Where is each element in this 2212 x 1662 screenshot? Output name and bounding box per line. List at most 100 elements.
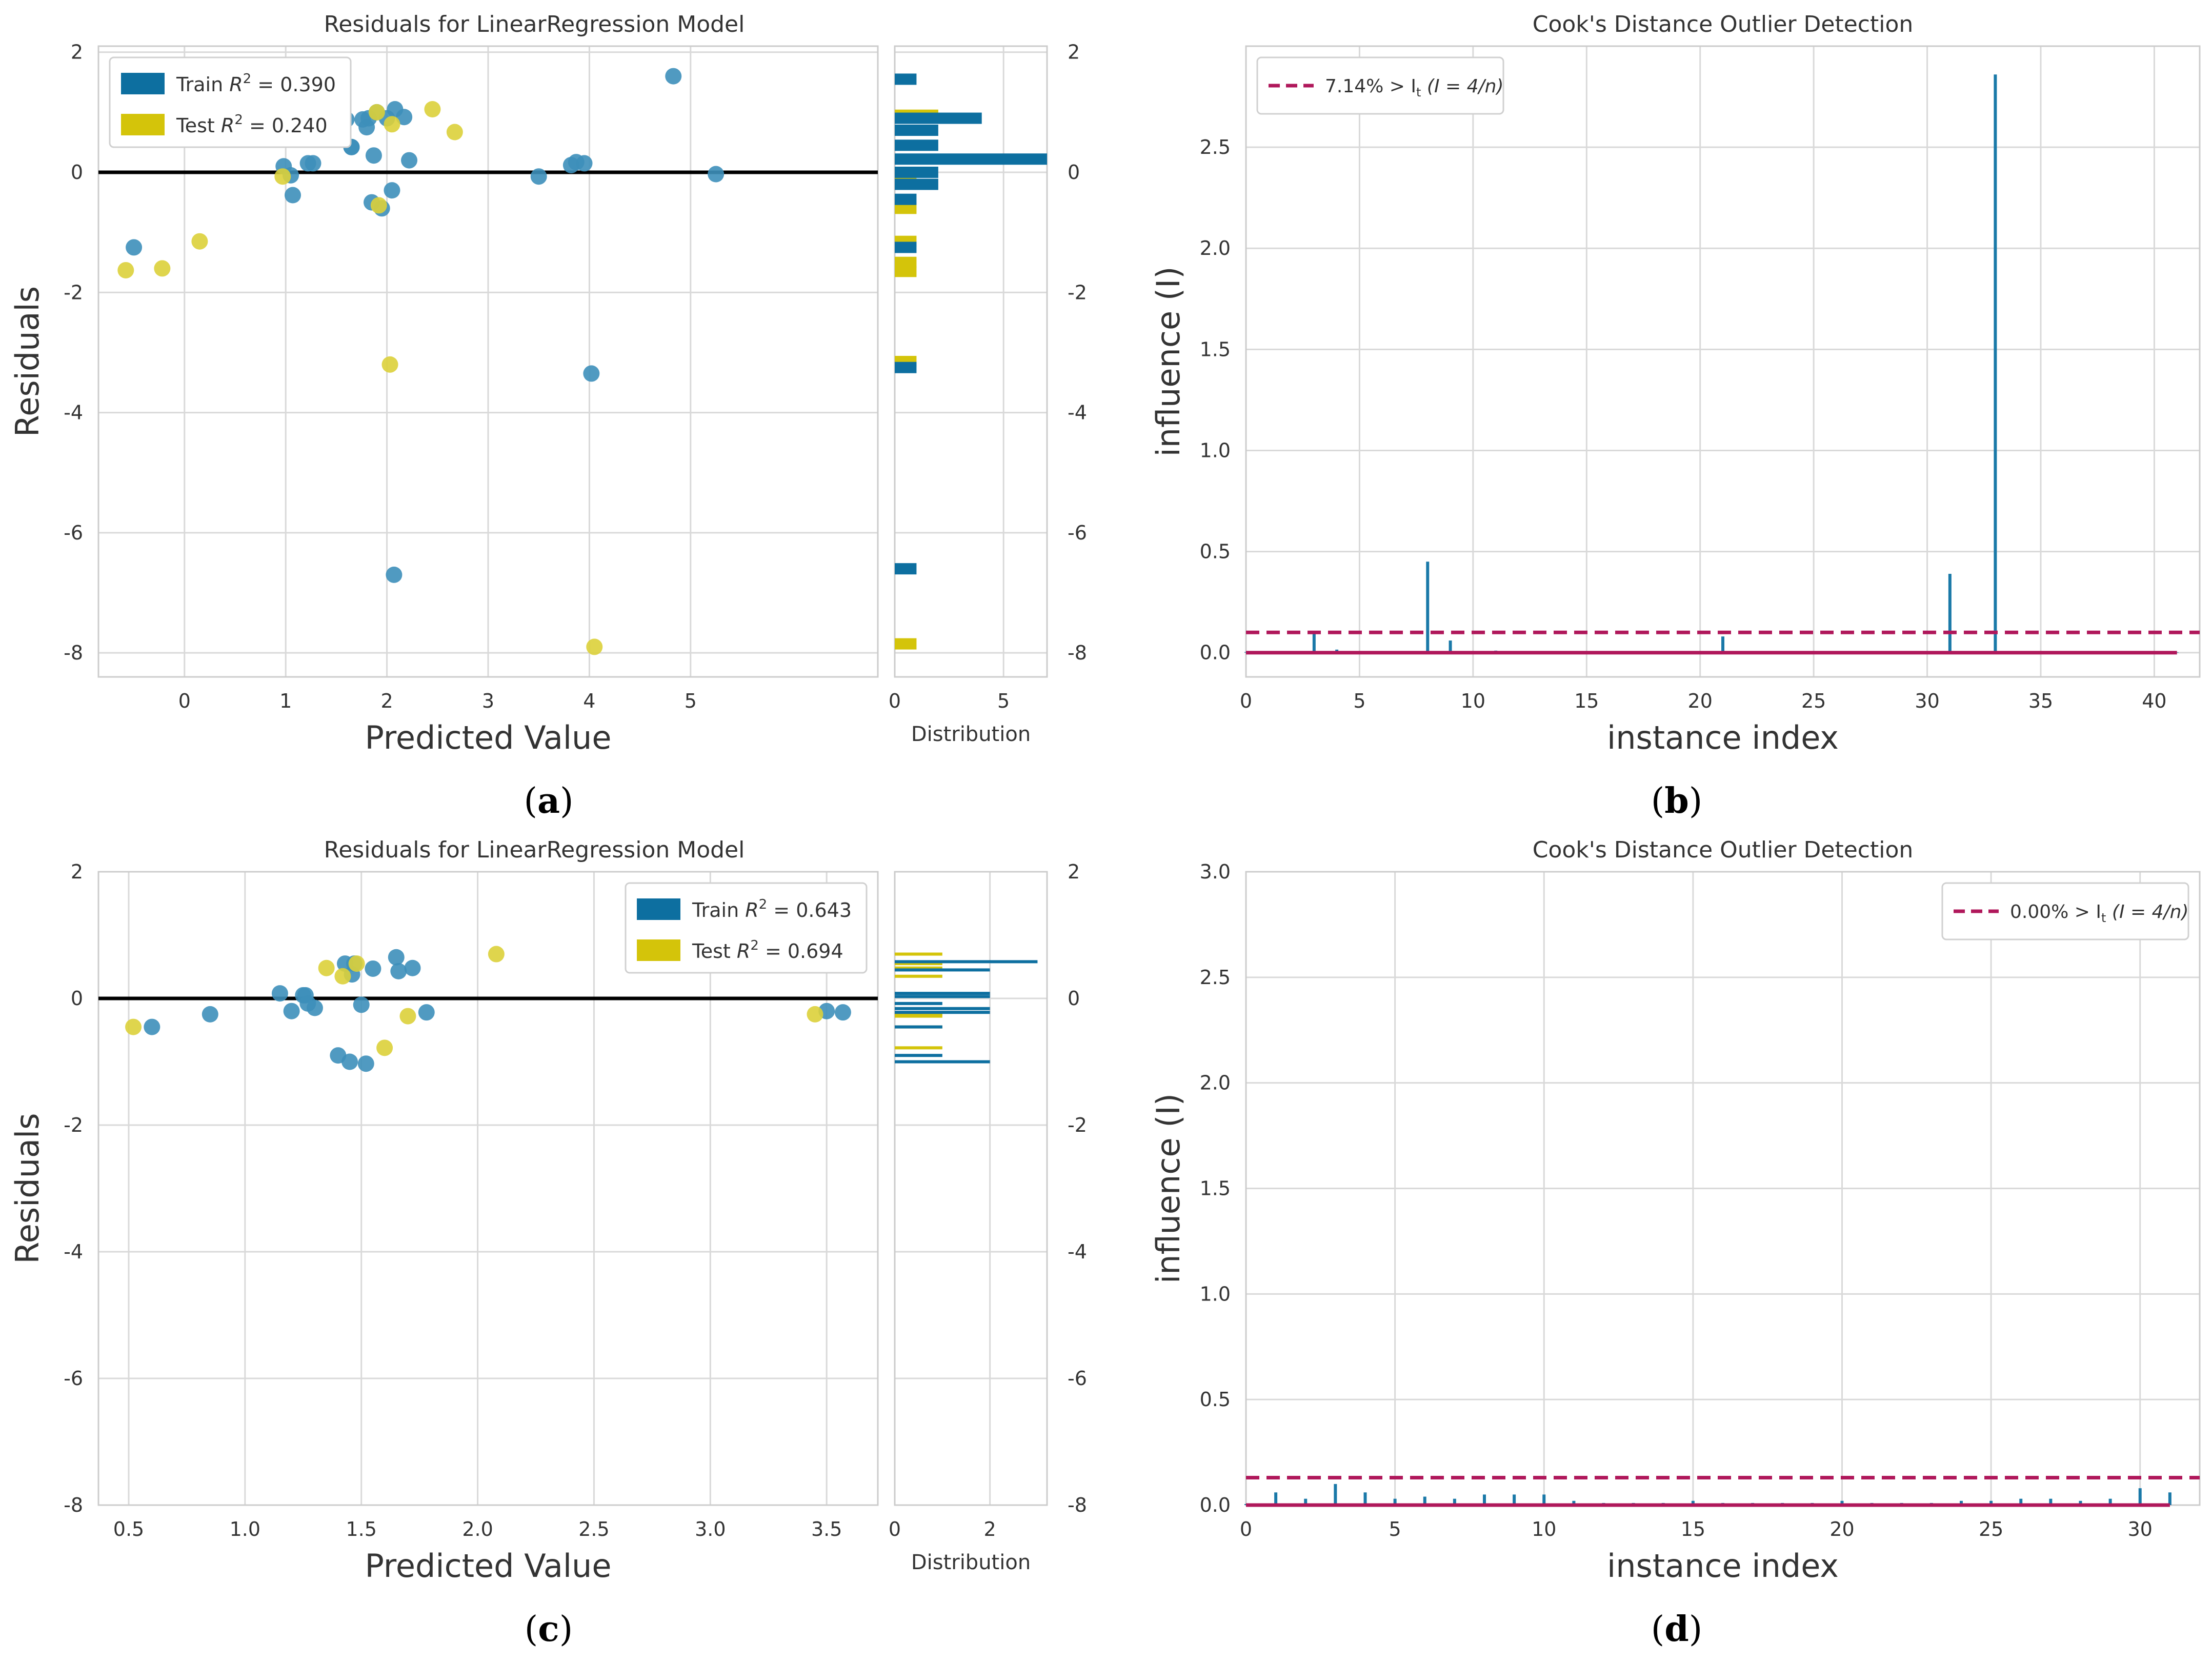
y-tick-label: 0 [71,987,83,1010]
caption-d-letter: d [1664,1609,1689,1650]
x-tick-label: 30 [2128,1518,2153,1540]
test-point [399,1008,416,1025]
train-point [665,68,682,85]
dist-train-bar [895,242,917,253]
train-point [396,109,413,126]
legend-label-train: Train R2 = 0.643 [692,897,852,922]
y-tick-label: -8 [64,1494,83,1516]
y-tick-label: -2 [64,1114,83,1136]
y-tick-label: -6 [64,522,83,544]
dist-y-tick-label: -4 [1068,402,1087,424]
y-axis-label: Residuals [9,286,46,437]
x-axis-label: instance index [1607,1547,1839,1585]
x-tick-label: 3 [482,690,494,712]
y-tick-label: -8 [64,642,83,664]
y-tick-label: 2 [71,860,83,883]
y-tick-label: 2.0 [1200,1072,1231,1094]
dist-train-bar [895,139,938,151]
train-point [834,1004,851,1021]
train-point [202,1006,218,1023]
legend-label: 0.00% > It (I = 4/n) [2010,902,2189,925]
dist-y-tick-label: 2 [1068,860,1080,883]
y-tick-label: 0.0 [1200,1494,1231,1516]
legend-subscript: t [2101,911,2106,925]
dist-train-bar [895,968,990,972]
train-point [306,999,323,1016]
plot-frame [1245,45,2201,678]
train-point [583,365,600,382]
dist-train-bar [895,1060,990,1064]
y-tick-label: -4 [64,1240,83,1263]
x-tick-label: 1.5 [346,1518,376,1540]
legend-box [1256,56,1504,115]
legend-swatch-test [121,114,165,135]
dist-train-bar [895,992,990,995]
dist-test-bar [895,962,942,966]
dist-y-tick-label: -8 [1068,1494,1087,1516]
dist-test-bar [895,203,917,214]
train-point [576,155,593,172]
test-point [376,1039,393,1056]
distribution-panel: 0 5 2 0 -2 -4 -6 -8 Distribution [889,41,1087,746]
y-tick-label: -2 [64,281,83,304]
distribution-panel: 0 2 2 0 -2 -4 -6 -8 Distribution [889,860,1087,1574]
test-point [334,968,351,985]
train-point [384,182,400,199]
y-tick-label: 1.0 [1200,1283,1231,1305]
test-point [381,356,398,373]
legend-prefix: Test [692,940,737,963]
x-tick-label: 25 [1979,1518,2003,1540]
dist-y-tick-label: 2 [1068,41,1080,64]
train-point [365,147,382,164]
x-tick-label: 2 [381,690,393,712]
legend-subscript: t [1416,85,1421,99]
legend-prefix: Train [176,73,229,96]
x-tick-label: 15 [1681,1518,1705,1540]
x-tick-label: 40 [2142,690,2166,712]
test-point [424,101,441,117]
x-tick-label: 25 [1801,690,1826,712]
dist-train-bar [895,125,938,136]
train-point [271,985,288,1002]
panel-a: Residuals for LinearRegression Model 0 1 2 3… [9,11,1087,756]
dist-train-bar [895,153,1047,165]
test-point [384,116,400,133]
train-point [708,166,725,183]
test-point [318,959,335,976]
dist-y-tick-label: -2 [1068,1114,1087,1136]
dist-train-bar [895,960,1038,964]
caption-a: (a) [524,780,573,822]
test-point [807,1006,823,1023]
x-tick-label: 0 [1240,1518,1252,1540]
train-point [283,1003,300,1019]
dist-y-tick-label: -2 [1068,281,1087,304]
panel-d: Cook's Distance Outlier Detection 0 5 10 15 2… [1150,837,2201,1585]
y-tick-label: 2.0 [1200,237,1231,259]
legend-r-exponent: 2 [750,938,759,953]
x-tick-label: 0.5 [113,1518,144,1540]
x-tick-label: 10 [1532,1518,1556,1540]
legend-prefix: Test [176,114,221,137]
legend-value: = 0.240 [243,114,328,137]
plot-frame [97,45,879,678]
train-point [404,959,421,976]
y-tick-label: 0.0 [1200,642,1231,664]
dist-x-tick-label: 5 [997,690,1010,712]
y-tick-label: 0.5 [1200,1388,1231,1411]
dist-train-bar [895,1002,942,1005]
legend-formula: (I = 4/n) [1421,76,1503,97]
legend-value: = 0.390 [251,73,336,96]
dist-label: Distribution [911,1551,1031,1574]
legend-r-symbol: R [745,899,758,922]
y-tick-label: 2.5 [1200,136,1231,158]
legend-formula: (I = 4/n) [2106,902,2188,923]
dist-x-tick-label: 2 [984,1518,996,1540]
legend-percent: 0.00% > I [2010,902,2101,923]
dist-y-tick-label: -6 [1068,522,1087,544]
dist-train-bar [895,112,982,124]
y-tick-label: -6 [64,1367,83,1390]
chart-title-d: Cook's Distance Outlier Detection [1533,837,1914,863]
test-point [368,104,385,121]
train-point [357,1055,374,1072]
y-axis-label: influence (I) [1150,1093,1187,1284]
